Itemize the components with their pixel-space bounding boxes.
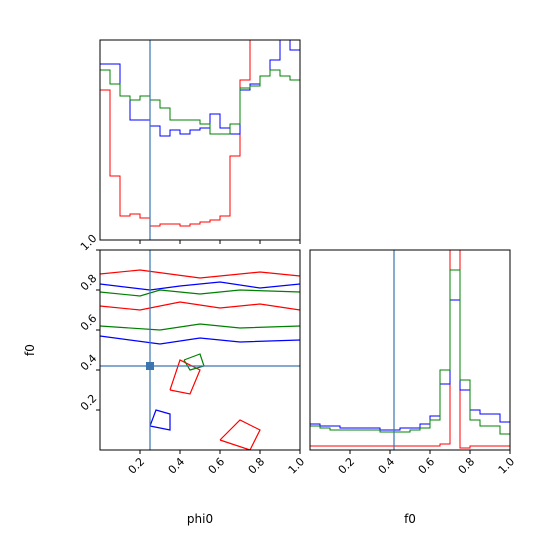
contour-line (100, 335, 300, 345)
histogram-step (310, 299, 510, 431)
x-axis-label: f0 (404, 512, 416, 526)
axes-frame (99, 39, 301, 241)
axes-frame (99, 249, 301, 451)
plot-area (310, 250, 510, 450)
contour-line (100, 301, 300, 311)
histogram-step (310, 269, 510, 435)
contour-line (169, 359, 201, 395)
y-axis-label: f0 (23, 344, 37, 356)
contour-line (149, 409, 171, 431)
x-axis-label: phi0 (187, 512, 213, 526)
contour-line (100, 323, 300, 331)
histogram-step (310, 250, 510, 449)
histogram-step (100, 40, 251, 227)
plot-area (100, 40, 300, 240)
truth-marker (146, 362, 154, 370)
contour-line (100, 289, 300, 297)
axes-frame (309, 249, 511, 451)
contour-line (219, 419, 261, 450)
plot-area (100, 250, 300, 450)
contour-line (100, 281, 300, 291)
histogram-step (100, 69, 300, 135)
contour-line (100, 269, 300, 279)
